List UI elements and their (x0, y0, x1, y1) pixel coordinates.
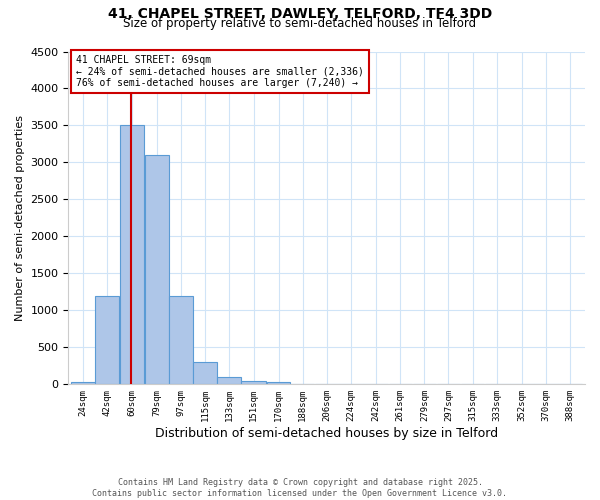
Bar (119, 126, 145, 384)
Bar (95, 296, 119, 384)
Y-axis label: Number of semi-detached properties: Number of semi-detached properties (15, 115, 25, 321)
Bar (169, 296, 193, 384)
Text: Size of property relative to semi-detached houses in Telford: Size of property relative to semi-detach… (124, 18, 476, 30)
Text: 41, CHAPEL STREET, DAWLEY, TELFORD, TF4 3DD: 41, CHAPEL STREET, DAWLEY, TELFORD, TF4 … (108, 8, 492, 22)
Bar (71, 382, 95, 384)
Bar (267, 382, 290, 384)
Text: 41 CHAPEL STREET: 69sqm
← 24% of semi-detached houses are smaller (2,336)
76% of: 41 CHAPEL STREET: 69sqm ← 24% of semi-de… (76, 55, 364, 88)
Text: Contains HM Land Registry data © Crown copyright and database right 2025.
Contai: Contains HM Land Registry data © Crown c… (92, 478, 508, 498)
X-axis label: Distribution of semi-detached houses by size in Telford: Distribution of semi-detached houses by … (155, 427, 498, 440)
Bar (217, 377, 241, 384)
Bar (241, 380, 266, 384)
Bar (193, 362, 217, 384)
Bar (145, 155, 169, 384)
